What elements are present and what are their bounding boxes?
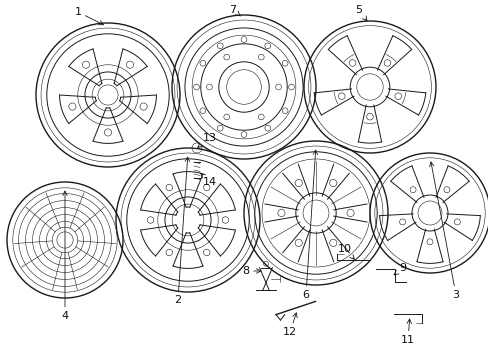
Text: 6: 6 xyxy=(302,150,317,300)
Text: 8: 8 xyxy=(242,266,261,276)
Text: 7: 7 xyxy=(229,5,240,16)
Text: 11: 11 xyxy=(400,319,414,345)
Text: 9: 9 xyxy=(393,263,406,275)
Text: 12: 12 xyxy=(283,313,297,337)
Text: 13: 13 xyxy=(197,133,217,148)
Text: 10: 10 xyxy=(337,244,354,259)
Text: 5: 5 xyxy=(355,5,366,21)
Text: 14: 14 xyxy=(200,173,217,187)
Text: 4: 4 xyxy=(61,191,68,321)
Text: 3: 3 xyxy=(428,162,459,300)
Text: 1: 1 xyxy=(74,7,103,25)
Text: 2: 2 xyxy=(174,157,189,305)
